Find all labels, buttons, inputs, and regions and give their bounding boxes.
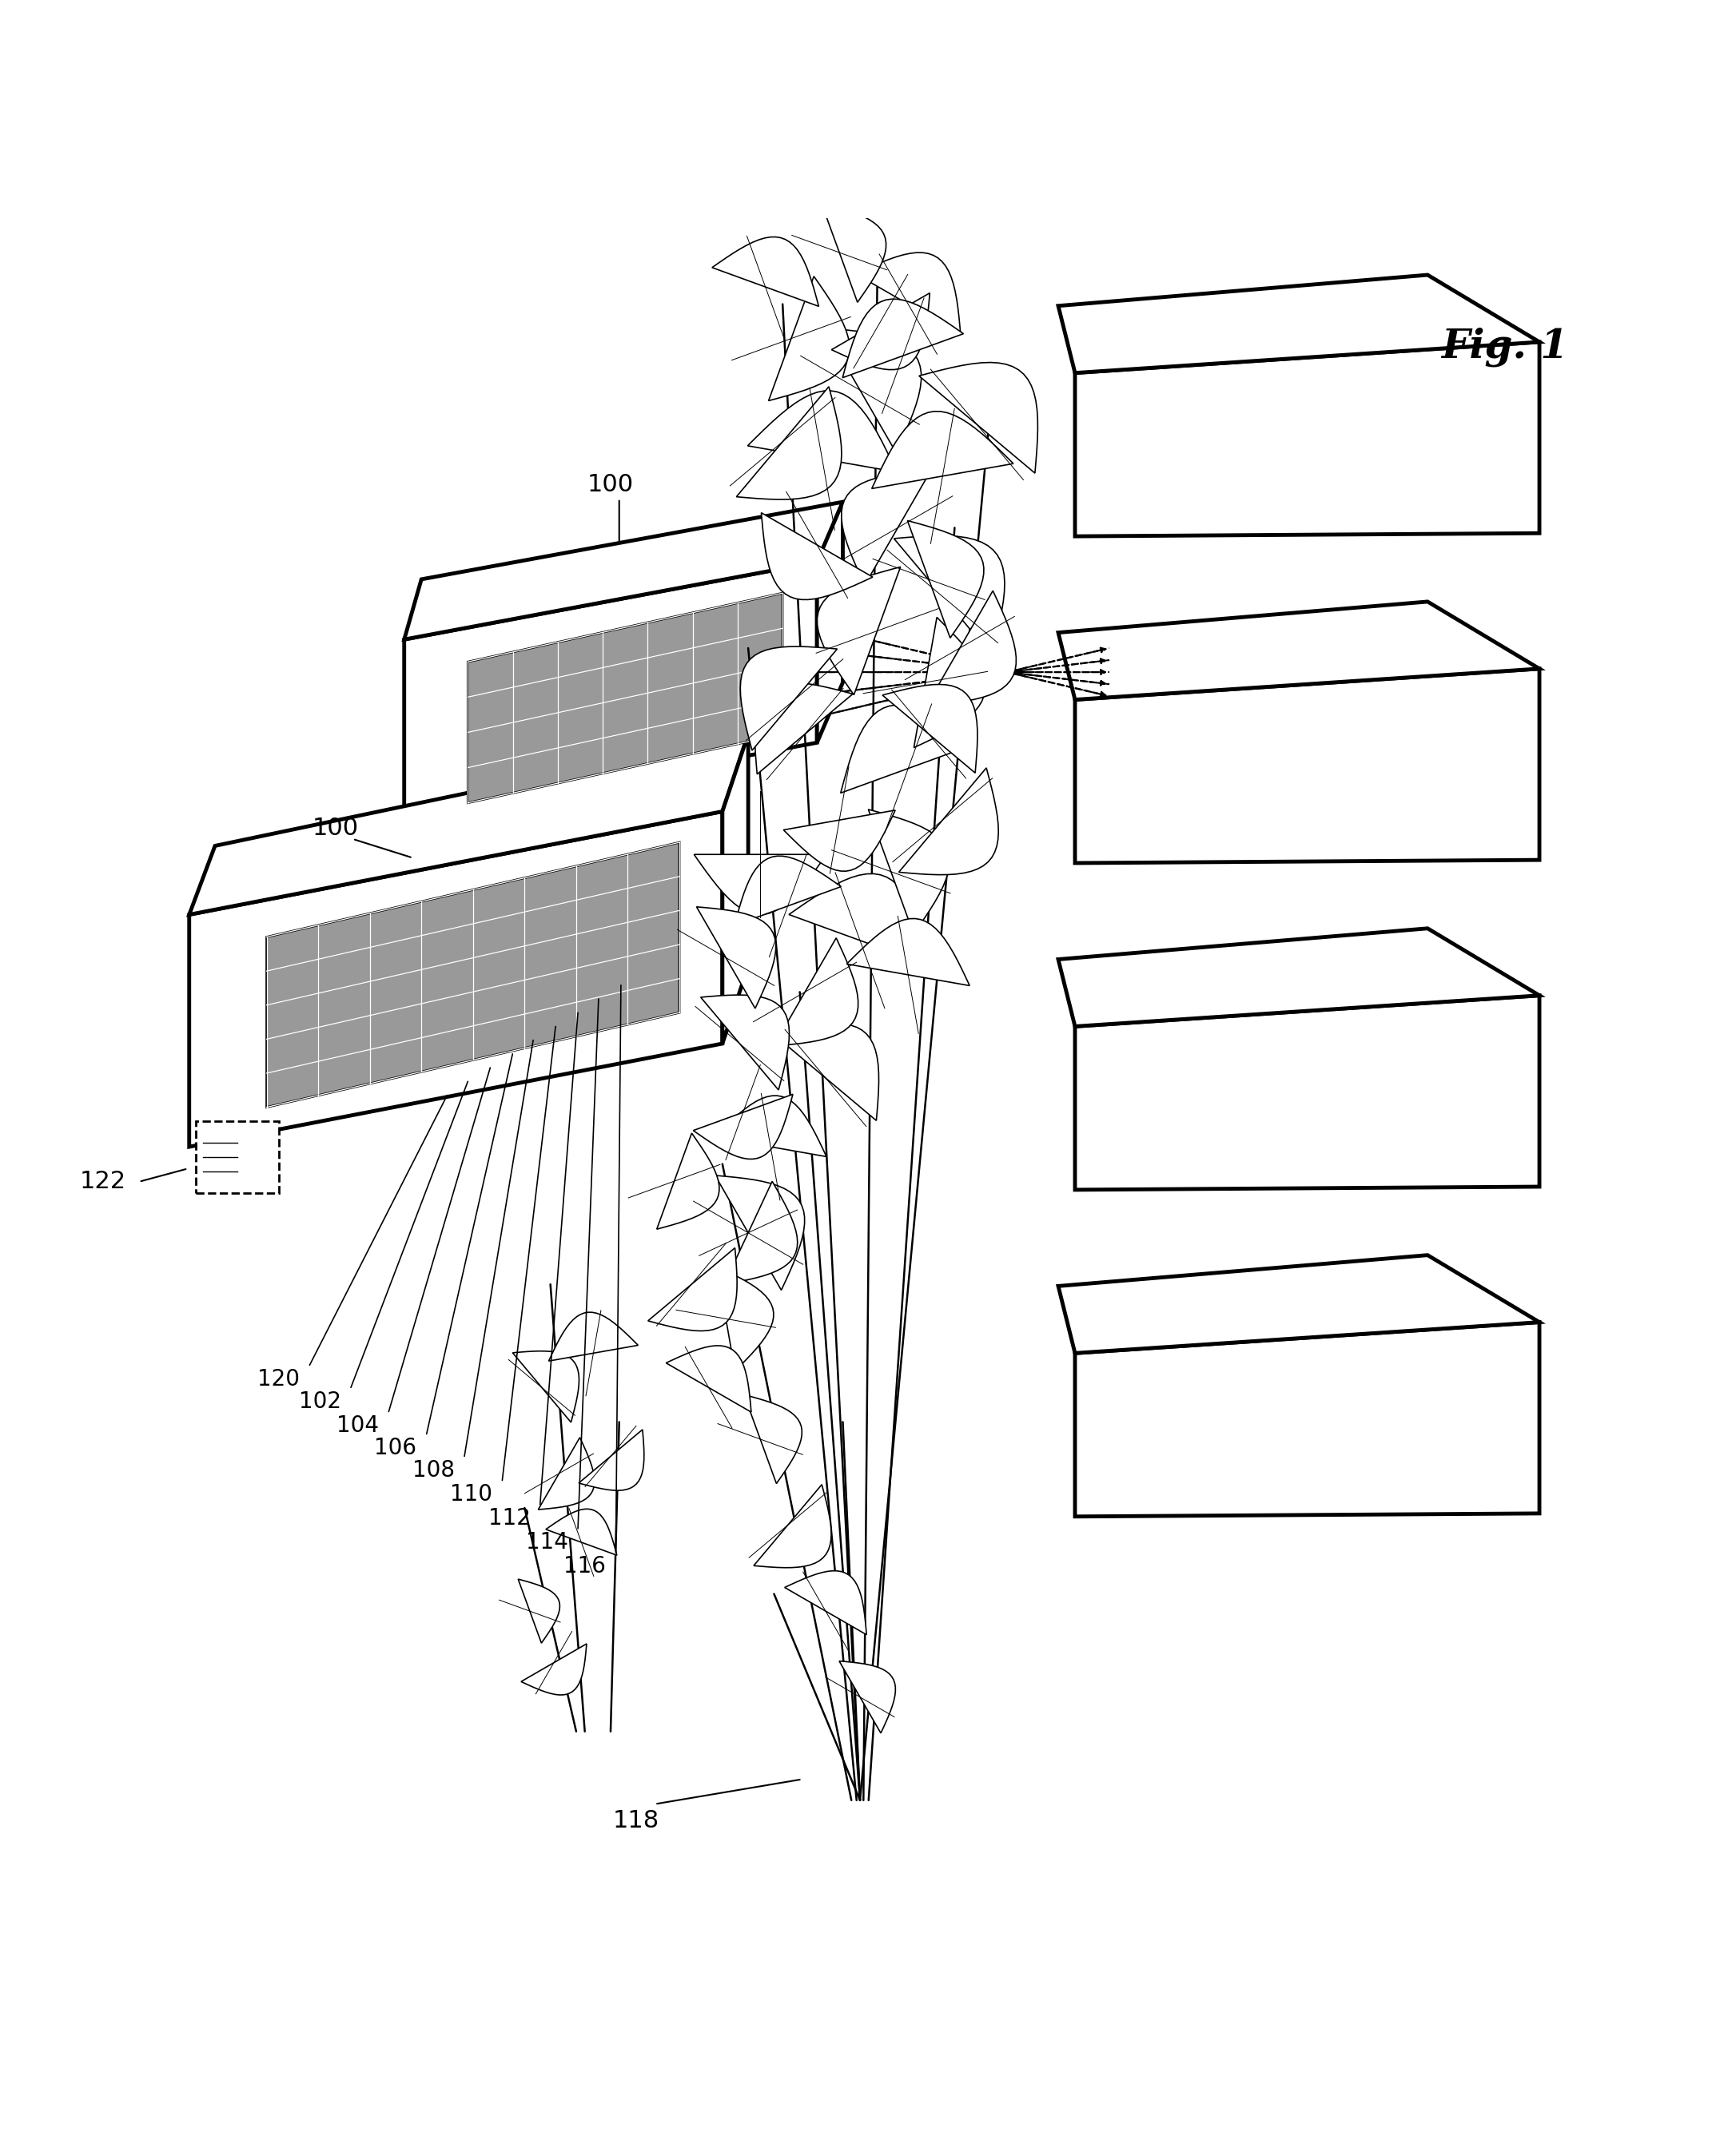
Polygon shape [716,1095,826,1156]
Text: Fig. 1: Fig. 1 [1441,328,1569,367]
Polygon shape [841,470,931,584]
Text: 102: 102 [299,1391,341,1412]
Polygon shape [578,1429,643,1490]
Polygon shape [693,1095,793,1160]
Polygon shape [1058,276,1539,373]
Text: 100: 100 [311,817,359,841]
Polygon shape [712,237,819,306]
Polygon shape [521,1643,587,1695]
Polygon shape [740,647,838,750]
Polygon shape [913,617,986,748]
Text: 122: 122 [79,1169,127,1192]
Polygon shape [843,300,963,377]
Text: 116: 116 [564,1554,605,1578]
Polygon shape [894,535,1004,655]
Text: 118: 118 [612,1809,660,1833]
Polygon shape [513,1352,580,1423]
Polygon shape [700,994,789,1091]
Polygon shape [724,1181,798,1285]
Polygon shape [545,1509,617,1554]
Polygon shape [841,705,975,793]
Polygon shape [549,1313,638,1360]
Polygon shape [1075,1322,1539,1516]
Polygon shape [817,567,901,694]
Polygon shape [1058,1255,1539,1354]
Polygon shape [882,683,977,774]
Text: 110: 110 [451,1483,492,1505]
Polygon shape [908,520,984,638]
Polygon shape [784,1572,867,1634]
Polygon shape [734,856,841,925]
Polygon shape [648,1248,738,1330]
Polygon shape [857,252,960,334]
Polygon shape [697,908,776,1009]
Polygon shape [839,1660,896,1733]
Polygon shape [736,386,841,500]
Polygon shape [872,412,1013,489]
Polygon shape [404,563,817,819]
Polygon shape [267,843,679,1108]
Polygon shape [774,938,858,1046]
Text: 120: 120 [258,1367,299,1391]
Polygon shape [693,854,826,914]
Polygon shape [927,591,1017,705]
Polygon shape [189,733,748,914]
Polygon shape [817,502,843,742]
Polygon shape [789,873,931,966]
Polygon shape [820,203,886,302]
Polygon shape [776,1024,879,1121]
Polygon shape [831,293,931,369]
Polygon shape [1075,668,1539,862]
Text: 100: 100 [587,472,635,496]
Polygon shape [1075,996,1539,1190]
Text: 114: 114 [526,1531,568,1554]
Polygon shape [538,1438,595,1509]
Text: 104: 104 [337,1414,378,1436]
Polygon shape [900,768,998,875]
Polygon shape [748,390,896,472]
Text: 108: 108 [413,1460,454,1481]
Polygon shape [769,276,850,401]
Polygon shape [1058,602,1539,701]
Polygon shape [918,362,1037,472]
Bar [196,1121,279,1192]
Polygon shape [745,1395,802,1483]
Polygon shape [1075,343,1539,537]
Polygon shape [404,502,843,640]
Polygon shape [189,811,722,1147]
Polygon shape [753,1485,831,1567]
Polygon shape [716,1175,805,1289]
Polygon shape [846,918,970,985]
Polygon shape [869,808,949,934]
Polygon shape [666,1345,752,1412]
Polygon shape [1058,929,1539,1026]
Polygon shape [722,733,748,1044]
Polygon shape [717,1266,774,1371]
Polygon shape [468,593,783,802]
Polygon shape [755,683,853,774]
Polygon shape [762,513,872,599]
Text: 112: 112 [488,1507,530,1529]
Polygon shape [518,1578,559,1643]
Polygon shape [657,1134,719,1229]
Polygon shape [784,811,894,871]
Text: 106: 106 [375,1436,416,1460]
Polygon shape [824,328,922,453]
